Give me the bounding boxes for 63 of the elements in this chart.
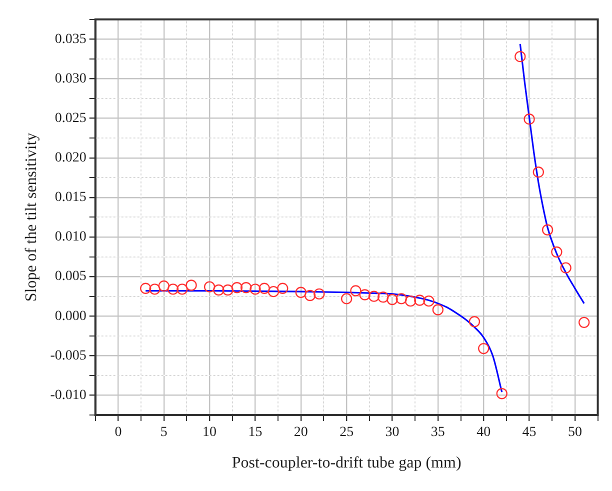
x-tick-label: 45 — [522, 425, 536, 440]
line-series — [519, 43, 585, 304]
point — [423, 295, 434, 307]
point — [414, 294, 426, 306]
point — [378, 292, 389, 303]
point — [258, 282, 270, 294]
point — [560, 262, 572, 274]
point — [496, 388, 508, 400]
y-tick-label: 0.035 — [54, 32, 86, 47]
point — [167, 284, 179, 295]
point — [542, 224, 554, 236]
y-tick-label: 0.005 — [54, 269, 86, 284]
point — [277, 282, 288, 294]
point — [295, 286, 307, 298]
point — [551, 246, 562, 258]
point — [240, 282, 252, 294]
point — [404, 295, 416, 307]
x-tick-label: 20 — [294, 425, 308, 440]
point — [468, 316, 480, 328]
point — [359, 289, 370, 300]
point — [250, 284, 261, 295]
point — [304, 290, 316, 302]
x-tick-label: 10 — [202, 425, 217, 440]
point — [158, 280, 170, 292]
point — [478, 342, 490, 354]
x-tick-label: 30 — [385, 425, 400, 440]
point — [204, 281, 216, 292]
point — [396, 293, 407, 304]
point — [432, 304, 444, 316]
y-tick-label: 0.000 — [54, 308, 86, 324]
x-tick-label: 35 — [430, 425, 445, 440]
x-axis-title: Post-coupler-to-drift tube gap (mm) — [232, 454, 462, 472]
y-tick-label: 0.030 — [54, 71, 86, 86]
point — [149, 284, 160, 295]
point — [368, 290, 380, 302]
x-tick-label: 25 — [340, 425, 354, 440]
point — [268, 286, 280, 298]
y-tick-label: 0.020 — [54, 150, 86, 166]
y-tick-label: -0.005 — [50, 348, 86, 364]
x-tick-label: 40 — [476, 425, 491, 440]
point — [140, 282, 152, 294]
x-tick-label: 15 — [248, 425, 262, 440]
point — [213, 284, 224, 296]
point — [186, 280, 197, 291]
y-tick-label: 0.025 — [54, 110, 86, 126]
y-tick-label: 0.015 — [54, 190, 86, 206]
x-tick-label: 0 — [114, 425, 122, 440]
point — [578, 316, 590, 328]
y-tick-label: 0.010 — [54, 230, 86, 245]
x-tick-label: 5 — [160, 425, 168, 440]
point — [340, 293, 352, 304]
point — [231, 282, 243, 294]
y-tick-label: -0.010 — [50, 388, 86, 403]
point — [176, 284, 188, 295]
point — [514, 50, 526, 62]
point — [222, 284, 234, 296]
point — [532, 166, 544, 178]
x-tick-label: 50 — [568, 425, 582, 440]
point — [386, 294, 398, 306]
point — [314, 288, 325, 300]
point — [524, 113, 535, 125]
point — [350, 285, 362, 296]
y-axis-title: Slope of the tilt sensitivity — [22, 132, 40, 302]
